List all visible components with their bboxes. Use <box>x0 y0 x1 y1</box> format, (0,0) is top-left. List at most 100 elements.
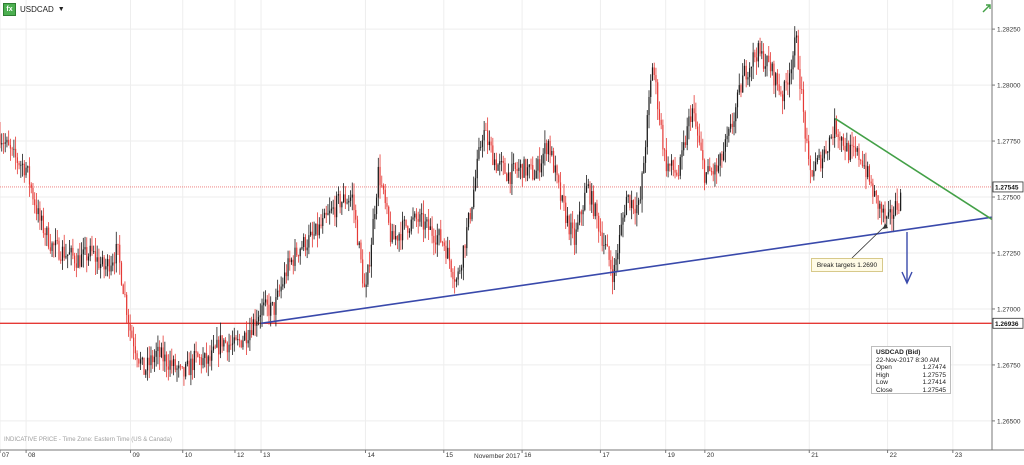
candle-body <box>37 208 39 215</box>
candle-body <box>528 164 530 168</box>
candle-body <box>34 199 36 206</box>
candle-body <box>525 159 527 176</box>
candle-body <box>336 195 338 218</box>
instrument-header[interactable]: fx USDCAD ▼ <box>0 0 65 18</box>
candle-body <box>200 357 202 366</box>
candle-body <box>159 346 161 358</box>
chevron-down-icon[interactable]: ▼ <box>57 5 65 13</box>
candle-body <box>381 185 383 187</box>
candle-body <box>27 166 29 168</box>
candle-body <box>32 187 34 200</box>
x-tick-label: 12 <box>237 452 245 459</box>
candle-body <box>138 359 140 364</box>
annotation-pointer-head <box>883 223 888 229</box>
candle-body <box>153 356 156 363</box>
candle-body <box>785 81 787 83</box>
legend-row-close: Close 1.27545 <box>876 387 946 395</box>
candle-body <box>580 211 582 215</box>
candle-body <box>650 80 652 97</box>
x-tick-label: 22 <box>890 452 898 459</box>
candle-body <box>721 153 723 161</box>
x-tick-label: 17 <box>602 452 610 459</box>
candle-body <box>212 346 215 351</box>
candle-body <box>639 199 641 201</box>
diagonal-arrow-icon[interactable] <box>982 3 992 13</box>
x-tick-label: 13 <box>263 452 271 459</box>
candle-body <box>755 57 758 62</box>
candle-body <box>185 364 187 377</box>
candle-body <box>551 150 553 155</box>
candle-body <box>877 195 879 209</box>
candle-body <box>141 357 143 360</box>
candle-body <box>521 164 523 178</box>
candle-body <box>731 123 733 127</box>
candle-body <box>712 171 714 175</box>
candle-body <box>240 340 242 348</box>
candle-body <box>808 140 810 160</box>
candle-body <box>25 167 27 176</box>
candle-body <box>174 359 176 370</box>
candle-body <box>780 91 782 95</box>
candle-body <box>320 224 322 226</box>
candle-body <box>414 213 416 218</box>
candle-body <box>759 43 761 54</box>
candle-body <box>172 359 175 367</box>
candle-body <box>224 340 227 343</box>
candle-body <box>396 236 398 241</box>
candle-body <box>773 63 775 86</box>
candle-body <box>830 136 832 138</box>
candle-body <box>349 197 352 201</box>
support-trendline <box>260 216 993 325</box>
candle-body <box>476 158 478 179</box>
candle-body <box>346 202 348 204</box>
candle-body <box>846 142 848 152</box>
candle-body <box>745 65 747 80</box>
x-tick-label: 23 <box>955 452 963 459</box>
candle-body <box>898 209 900 211</box>
candle-body <box>670 160 673 166</box>
ohlc-legend: USDCAD (Bid) 22-Nov-2017 8:30 AM Open 1.… <box>871 346 951 394</box>
candle-body <box>605 244 607 246</box>
candle-body <box>337 194 339 196</box>
candle-body <box>714 164 716 175</box>
annotation-box: Break targets 1.2690 <box>811 258 883 272</box>
candle-body <box>485 130 487 131</box>
candle-body <box>408 231 411 233</box>
candle-body <box>256 321 258 326</box>
candle-body <box>540 163 543 173</box>
candle-body <box>832 136 834 139</box>
candle-body <box>665 150 667 172</box>
candle-body <box>186 360 189 365</box>
candle-body <box>535 170 537 179</box>
candle-body <box>705 172 707 183</box>
candle-body <box>507 172 510 182</box>
candle-body <box>296 247 298 256</box>
candle-body <box>754 52 756 58</box>
candle-body <box>54 240 57 246</box>
candle-body <box>49 247 51 251</box>
candle-body <box>880 203 883 213</box>
candle-body <box>841 137 843 141</box>
candle-body <box>615 259 617 265</box>
candle-body <box>113 262 116 264</box>
candle-body <box>702 150 704 161</box>
candle-body <box>325 212 327 215</box>
x-tick-label: 20 <box>707 452 715 459</box>
down-arrow-head-icon <box>901 271 913 285</box>
candle-body <box>134 346 136 354</box>
candle-body <box>596 203 598 216</box>
candle-body <box>318 224 320 236</box>
candle-body <box>900 192 902 211</box>
symbol-label[interactable]: USDCAD <box>20 4 54 14</box>
candle-body <box>591 191 593 205</box>
candle-body <box>589 184 591 205</box>
candle-body <box>103 257 105 270</box>
price-tag <box>992 181 1024 193</box>
candle-body <box>887 212 890 217</box>
candle-body <box>559 182 562 201</box>
candle-body <box>452 271 454 280</box>
legend-label: Close <box>876 386 893 394</box>
candle-body <box>788 73 791 85</box>
candle-body <box>594 203 596 217</box>
